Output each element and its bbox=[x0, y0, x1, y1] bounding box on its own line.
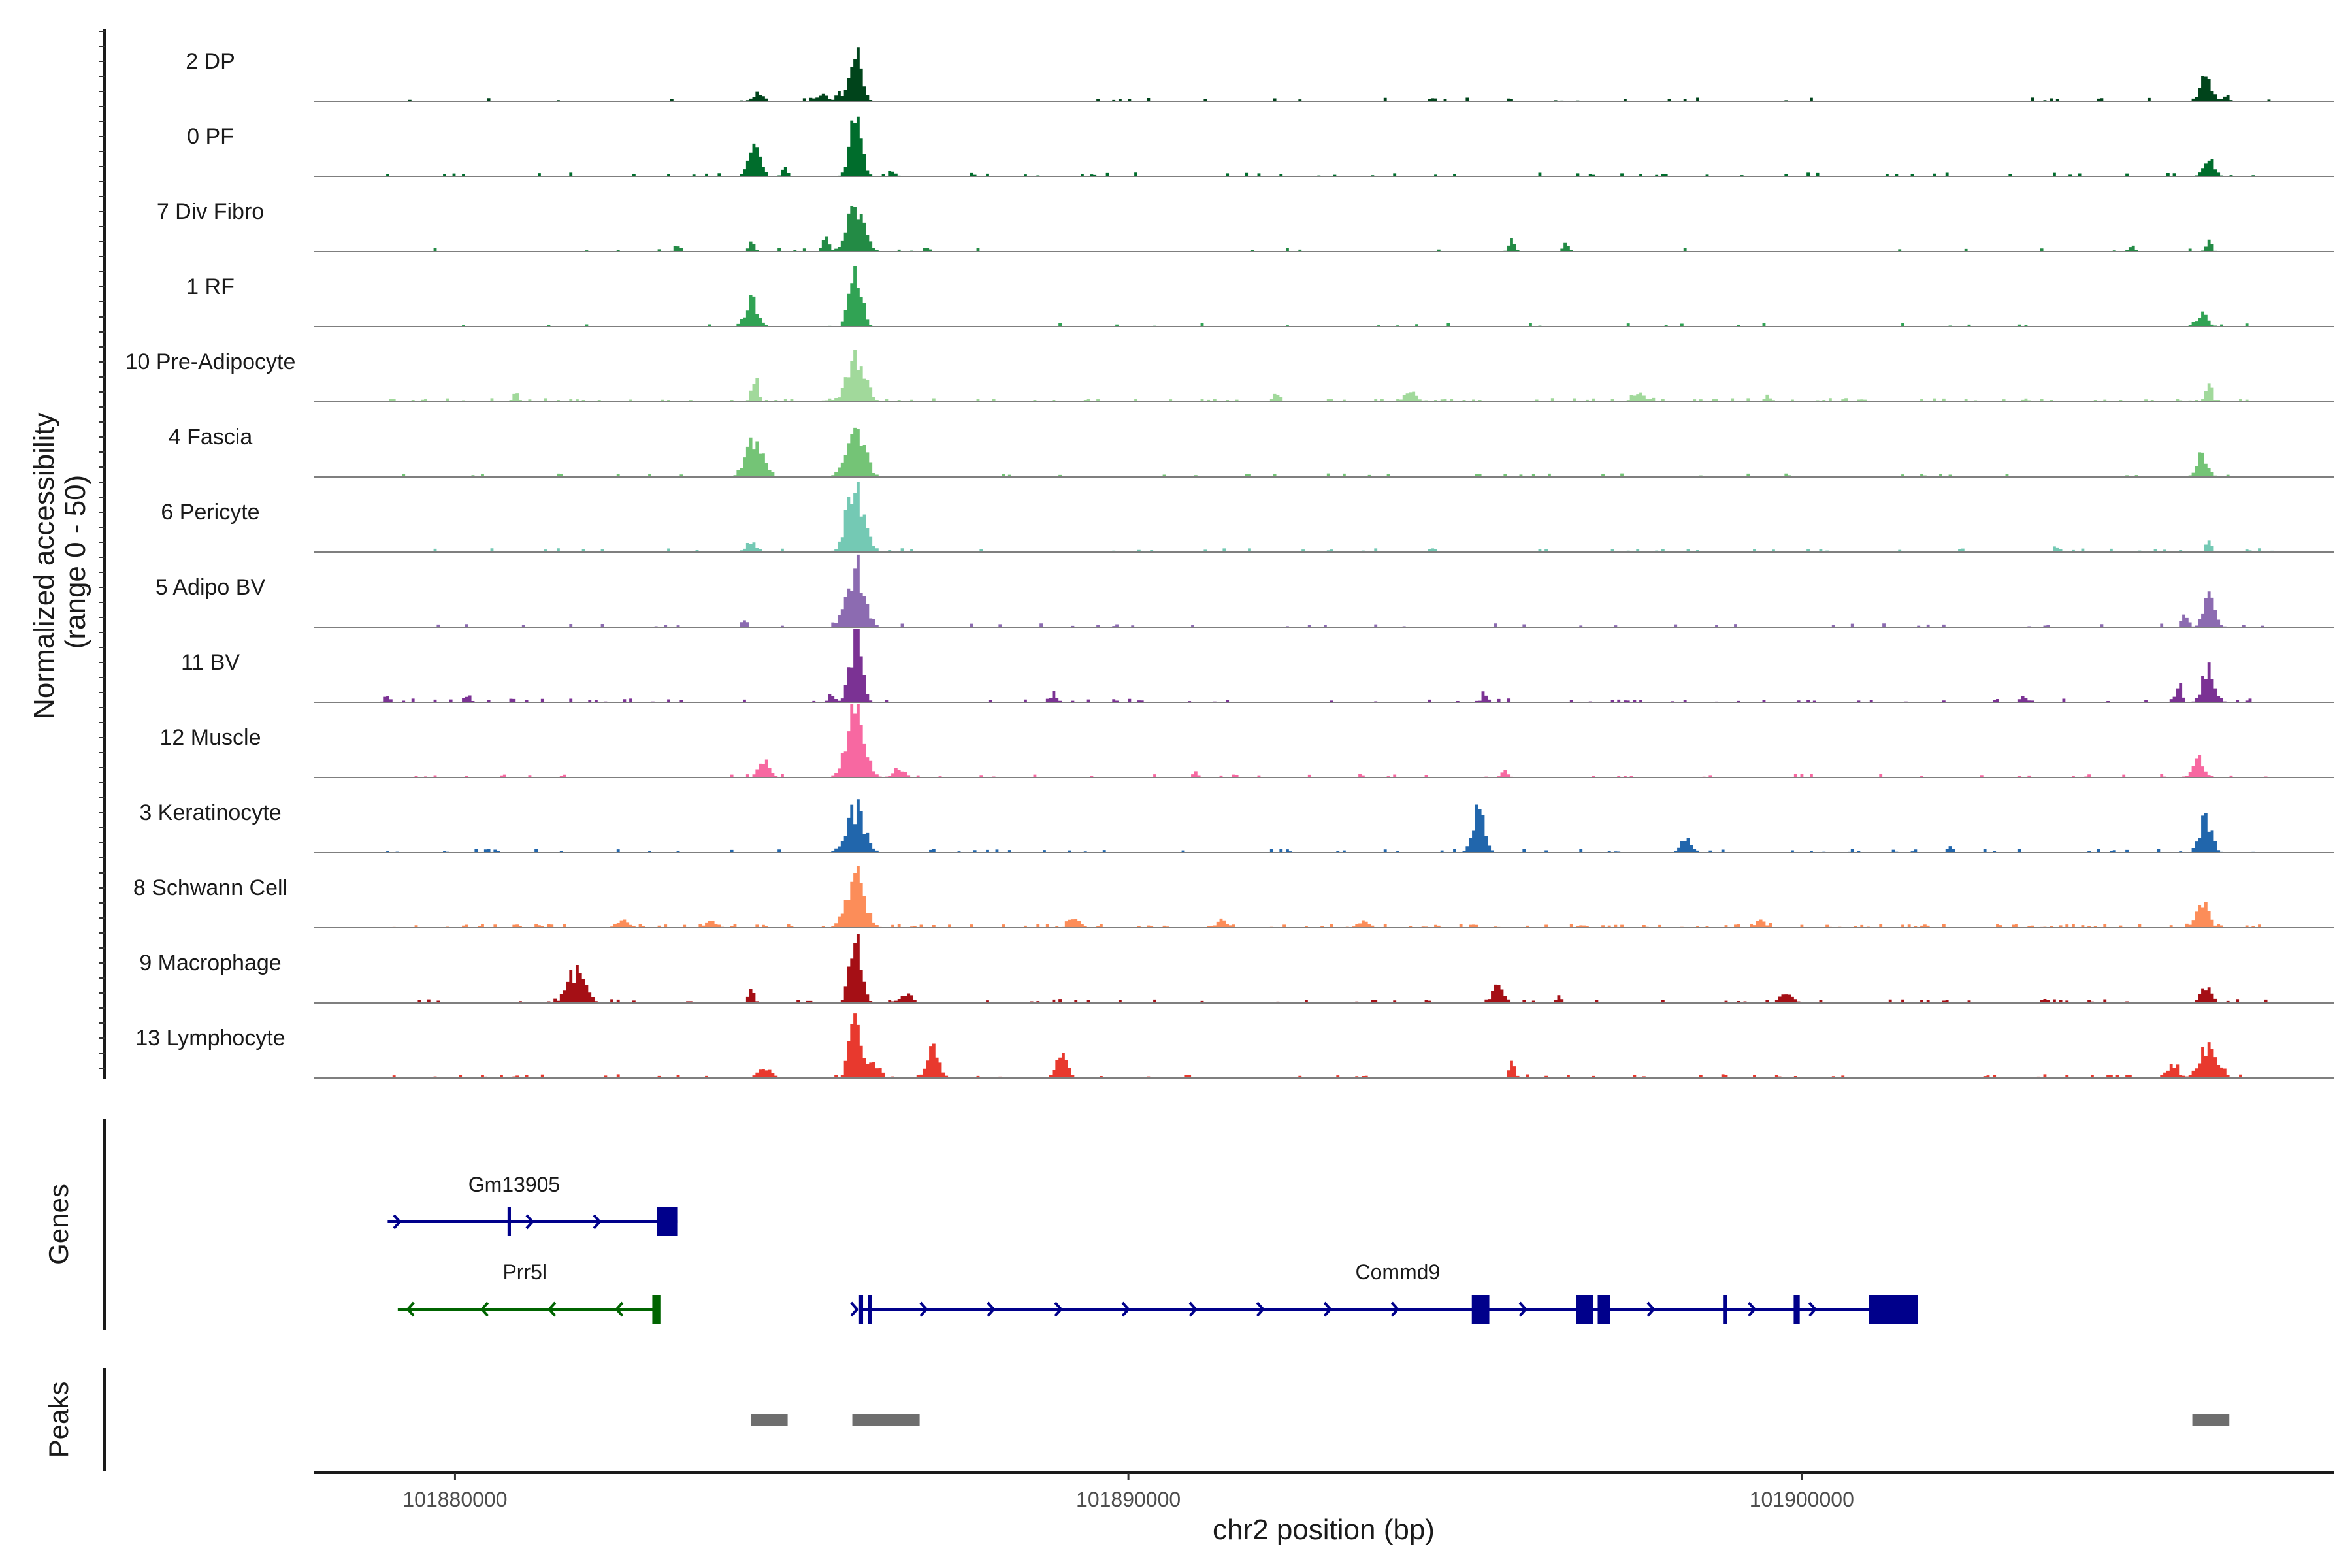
coverage-area bbox=[314, 206, 2334, 252]
genes-panel: Genes Gm13905 Prr5l Commd9 bbox=[43, 1119, 1918, 1330]
coverage-area bbox=[314, 704, 2334, 777]
y-axis bbox=[99, 29, 106, 1079]
gene-label: Commd9 bbox=[1355, 1260, 1440, 1284]
track-9: 11 BV bbox=[181, 629, 2334, 703]
coverage-area bbox=[314, 934, 2334, 1003]
genes-panel-title: Genes bbox=[43, 1184, 74, 1265]
coverage-area bbox=[314, 799, 2334, 853]
coverage-area bbox=[314, 482, 2334, 552]
strand-arrow bbox=[525, 1214, 534, 1230]
x-axis: chr2 position (bp) 101880000 101890000 101… bbox=[314, 1471, 2334, 1546]
strand-arrow bbox=[919, 1301, 928, 1317]
track-label: 9 Macrophage bbox=[139, 951, 281, 975]
strand-arrow bbox=[1188, 1301, 1198, 1317]
gene-exon bbox=[1869, 1295, 1918, 1324]
strand-arrow bbox=[593, 1214, 602, 1230]
track-label: 5 Adipo BV bbox=[155, 575, 266, 600]
strand-arrow bbox=[615, 1301, 624, 1317]
gene-exon bbox=[1723, 1295, 1727, 1324]
coverage-tracks: 2 DP 0 PF 7 Div Fibro 1 RF 10 Pre-Adipocyte 4… bbox=[125, 47, 2334, 1079]
gene-prr5l: Prr5l bbox=[397, 1260, 661, 1324]
coverage-area bbox=[314, 554, 2334, 627]
strand-arrow bbox=[480, 1301, 489, 1317]
coverage-area bbox=[314, 1013, 2334, 1078]
coverage-area bbox=[314, 47, 2334, 101]
gene-exon bbox=[858, 1295, 864, 1324]
gene-commd9: Commd9 bbox=[850, 1260, 1918, 1324]
gene-exon bbox=[868, 1295, 872, 1324]
track-label: 3 Keratinocyte bbox=[139, 800, 281, 825]
gene-exon bbox=[507, 1207, 511, 1236]
coverage-area bbox=[314, 116, 2334, 176]
track-8: 5 Adipo BV bbox=[155, 554, 2334, 628]
track-label: 13 Lymphocyte bbox=[135, 1026, 285, 1051]
track-label: 11 BV bbox=[181, 650, 240, 675]
strand-arrow bbox=[1748, 1301, 1757, 1317]
strand-arrow bbox=[987, 1301, 996, 1317]
peaks-panel: Peaks bbox=[43, 1368, 2230, 1471]
track-label: 10 Pre-Adipocyte bbox=[125, 350, 296, 374]
strand-arrow bbox=[1323, 1301, 1333, 1317]
strand-arrow bbox=[1808, 1301, 1818, 1317]
gene-exon bbox=[1597, 1295, 1610, 1324]
gene-gm13905: Gm13905 bbox=[387, 1173, 678, 1236]
track-2: 0 PF bbox=[187, 116, 2334, 177]
y-axis-title-line2: (range 0 - 50) bbox=[59, 475, 91, 649]
x-tick-label: 101900000 bbox=[1750, 1488, 1854, 1511]
track-label: 7 Div Fibro bbox=[157, 199, 264, 224]
strand-arrow bbox=[1256, 1301, 1265, 1317]
x-tick-label: 101890000 bbox=[1076, 1488, 1181, 1511]
gene-exon bbox=[657, 1207, 678, 1236]
strand-arrow bbox=[1054, 1301, 1063, 1317]
coverage-area bbox=[314, 866, 2334, 928]
track-11: 3 Keratinocyte bbox=[139, 799, 2334, 853]
strand-arrow bbox=[547, 1301, 557, 1317]
track-label: 1 RF bbox=[186, 274, 235, 299]
track-label: 12 Muscle bbox=[160, 725, 261, 750]
track-1: 2 DP bbox=[186, 47, 2334, 102]
y-axis-title-line1: Normalized accessibility bbox=[28, 412, 60, 719]
peak-region bbox=[751, 1414, 788, 1426]
track-label: 6 Pericyte bbox=[161, 500, 259, 525]
coverage-area bbox=[314, 629, 2334, 702]
peaks-panel-title: Peaks bbox=[43, 1382, 74, 1458]
x-axis-title: chr2 position (bp) bbox=[1213, 1514, 1435, 1546]
coverage-area bbox=[314, 427, 2334, 477]
peak-region bbox=[2192, 1414, 2230, 1426]
gene-exon bbox=[1471, 1295, 1490, 1324]
peak-region bbox=[852, 1414, 920, 1426]
strand-arrow bbox=[850, 1301, 859, 1317]
track-label: 4 Fascia bbox=[169, 425, 253, 449]
coverage-area bbox=[314, 350, 2334, 402]
track-6: 4 Fascia bbox=[169, 425, 2334, 478]
strand-arrow bbox=[1646, 1301, 1656, 1317]
y-axis-title: Normalized accessibility (range 0 - 50) bbox=[28, 404, 91, 719]
track-14: 13 Lymphocyte bbox=[135, 1013, 2334, 1079]
gene-exon bbox=[1576, 1295, 1593, 1324]
track-5: 10 Pre-Adipocyte bbox=[125, 350, 2334, 402]
track-label: 0 PF bbox=[187, 124, 234, 149]
gene-exon bbox=[652, 1295, 661, 1324]
strand-arrow bbox=[1518, 1301, 1527, 1317]
track-label: 2 DP bbox=[186, 49, 235, 74]
strand-arrow bbox=[1121, 1301, 1130, 1317]
track-10: 12 Muscle bbox=[160, 704, 2334, 778]
x-tick-label: 101880000 bbox=[402, 1488, 507, 1511]
track-4: 1 RF bbox=[186, 265, 2334, 327]
strand-arrow bbox=[1390, 1301, 1400, 1317]
strand-arrow bbox=[406, 1301, 415, 1317]
coverage-area bbox=[314, 265, 2334, 327]
gene-exon bbox=[1793, 1295, 1800, 1324]
gene-label: Prr5l bbox=[502, 1260, 547, 1284]
track-7: 6 Pericyte bbox=[161, 482, 2334, 553]
track-3: 7 Div Fibro bbox=[157, 199, 2334, 252]
track-label: 8 Schwann Cell bbox=[133, 875, 287, 900]
track-13: 9 Macrophage bbox=[139, 934, 2334, 1004]
strand-arrow bbox=[393, 1214, 402, 1230]
gene-label: Gm13905 bbox=[468, 1173, 561, 1196]
track-12: 8 Schwann Cell bbox=[133, 866, 2334, 928]
